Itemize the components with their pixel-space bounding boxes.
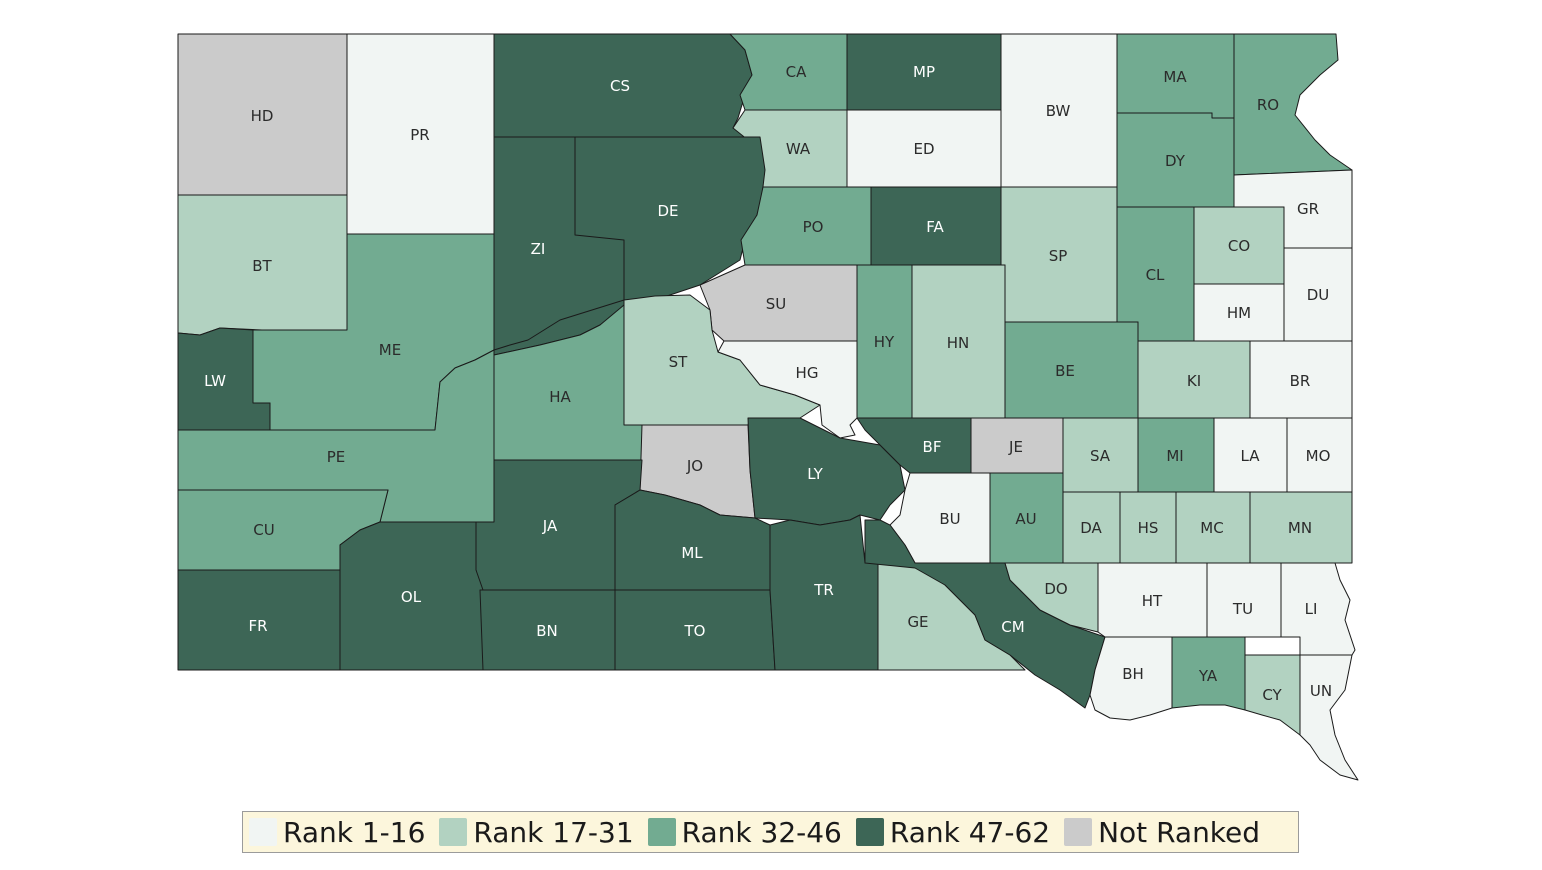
county-label-hs: HS bbox=[1138, 519, 1159, 537]
county-label-mo: MO bbox=[1306, 447, 1331, 465]
legend-label-r2: Rank 17-31 bbox=[473, 815, 634, 849]
legend-label-r4: Rank 47-62 bbox=[889, 815, 1051, 849]
legend-label-r1: Rank 1-16 bbox=[283, 815, 426, 849]
county-label-mi: MI bbox=[1166, 447, 1183, 465]
county-label-lw: LW bbox=[204, 372, 226, 390]
legend-swatch-r3 bbox=[647, 818, 676, 846]
county-label-ca: CA bbox=[786, 63, 807, 81]
county-label-cs: CS bbox=[610, 77, 630, 95]
county-label-gr: GR bbox=[1297, 200, 1319, 218]
county-label-hd: HD bbox=[251, 107, 274, 125]
county-label-do: DO bbox=[1044, 580, 1067, 598]
county-label-zi: ZI bbox=[531, 240, 546, 258]
county-label-ro: RO bbox=[1257, 96, 1279, 114]
county-label-bn: BN bbox=[536, 622, 558, 640]
county-label-li: LI bbox=[1305, 600, 1318, 618]
county-label-ya: YA bbox=[1198, 667, 1218, 685]
county-label-cu: CU bbox=[253, 521, 274, 539]
county-un bbox=[1299, 654, 1359, 781]
county-ro bbox=[1233, 33, 1353, 176]
county-label-ha: HA bbox=[549, 388, 571, 406]
county-map: HD PR CS CA MP BW MA RO WA ED DY GR BT DE ZI PO FA SP CL CO… bbox=[177, 33, 1359, 781]
county-label-ed: ED bbox=[913, 140, 934, 158]
county-mn bbox=[1249, 491, 1353, 564]
county-label-fr: FR bbox=[248, 617, 267, 635]
county-label-st: ST bbox=[669, 353, 689, 371]
county-label-tu: TU bbox=[1232, 600, 1253, 618]
county-label-sp: SP bbox=[1049, 247, 1068, 265]
legend-swatch-nr bbox=[1064, 818, 1093, 846]
county-label-me: ME bbox=[379, 341, 401, 359]
county-label-bf: BF bbox=[923, 438, 942, 456]
legend-item-r1: Rank 1-16 bbox=[249, 816, 425, 849]
county-label-pe: PE bbox=[327, 448, 346, 466]
county-label-hg: HG bbox=[796, 364, 819, 382]
legend-swatch-r1 bbox=[249, 818, 277, 846]
county-label-un: UN bbox=[1310, 682, 1332, 700]
county-ya bbox=[1171, 636, 1246, 711]
county-label-br: BR bbox=[1290, 372, 1311, 390]
county-label-wa: WA bbox=[786, 140, 811, 158]
legend-label-nr: Not Ranked bbox=[1098, 815, 1261, 849]
county-label-cl: CL bbox=[1146, 266, 1165, 284]
county-label-du: DU bbox=[1307, 286, 1330, 304]
legend-label-r3: Rank 32-46 bbox=[681, 815, 842, 849]
county-label-hn: HN bbox=[947, 334, 970, 352]
county-li bbox=[1280, 562, 1356, 656]
county-label-bh: BH bbox=[1122, 665, 1144, 683]
county-label-ol: OL bbox=[401, 588, 422, 606]
county-ol bbox=[339, 521, 484, 671]
county-label-au: AU bbox=[1015, 510, 1036, 528]
legend-item-nr: Not Ranked bbox=[1064, 816, 1260, 849]
legend-swatch-r4 bbox=[855, 818, 884, 846]
legend-swatch-r2 bbox=[439, 818, 468, 846]
county-label-bu: BU bbox=[939, 510, 960, 528]
county-label-sa: SA bbox=[1090, 447, 1111, 465]
county-label-pr: PR bbox=[410, 126, 429, 144]
legend-item-r4: Rank 47-62 bbox=[855, 815, 1051, 849]
county-label-ge: GE bbox=[907, 613, 928, 631]
county-label-be: BE bbox=[1055, 362, 1075, 380]
county-label-bw: BW bbox=[1046, 102, 1071, 120]
county-label-ma: MA bbox=[1163, 68, 1187, 86]
county-label-to: TO bbox=[684, 622, 706, 640]
legend-item-r2: Rank 17-31 bbox=[439, 815, 634, 849]
legend-item-r3: Rank 32-46 bbox=[647, 815, 842, 849]
county-label-ht: HT bbox=[1142, 592, 1163, 610]
county-label-mc: MC bbox=[1200, 519, 1223, 537]
county-label-da: DA bbox=[1080, 519, 1102, 537]
county-label-ly: LY bbox=[807, 465, 823, 483]
county-label-mn: MN bbox=[1288, 519, 1312, 537]
county-label-su: SU bbox=[766, 295, 787, 313]
county-label-bt: BT bbox=[252, 257, 272, 275]
county-label-ki: KI bbox=[1187, 372, 1201, 390]
county-label-cy: CY bbox=[1262, 686, 1282, 704]
county-label-mp: MP bbox=[913, 63, 935, 81]
county-label-fa: FA bbox=[926, 218, 944, 236]
county-label-hy: HY bbox=[874, 333, 895, 351]
legend: Rank 1-16 Rank 17-31 Rank 32-46 Rank 47-… bbox=[242, 811, 1299, 853]
county-label-ml: ML bbox=[681, 544, 703, 562]
county-label-de: DE bbox=[657, 202, 678, 220]
county-label-po: PO bbox=[803, 218, 824, 236]
county-label-tr: TR bbox=[813, 581, 834, 599]
county-zi bbox=[493, 136, 625, 351]
county-label-co: CO bbox=[1228, 237, 1250, 255]
county-label-cm: CM bbox=[1001, 618, 1024, 636]
county-label-la: LA bbox=[1241, 447, 1261, 465]
county-label-ja: JA bbox=[542, 517, 558, 535]
county-label-jo: JO bbox=[686, 457, 703, 475]
county-label-je: JE bbox=[1008, 438, 1023, 456]
county-label-hm: HM bbox=[1227, 304, 1251, 322]
county-label-dy: DY bbox=[1165, 152, 1186, 170]
